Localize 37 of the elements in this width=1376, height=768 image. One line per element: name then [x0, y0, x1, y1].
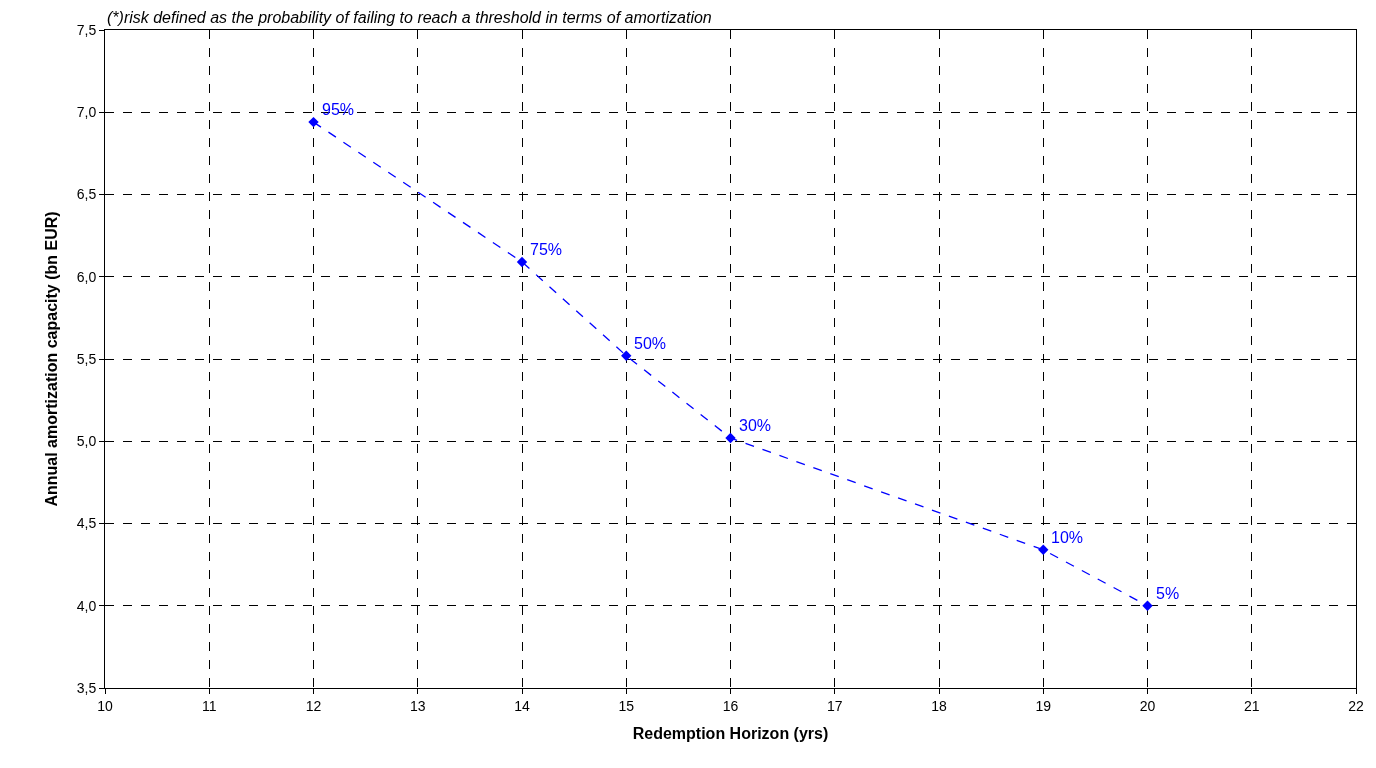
- annotation: 50%: [634, 335, 667, 352]
- y-axis-title: Annual amortization capacity (bn EUR): [42, 211, 60, 507]
- x-tick-label: 10: [97, 697, 113, 714]
- x-tick-label: 11: [201, 697, 217, 714]
- point: [725, 432, 736, 444]
- point: [1142, 600, 1153, 611]
- x-axis-title: Redemption Horizon (yrs): [632, 725, 829, 743]
- x-tick-label: 19: [1035, 697, 1052, 714]
- y-tick-label: 3,5: [76, 679, 97, 696]
- x-tick-label: 22: [1348, 697, 1364, 714]
- annotation: 75%: [530, 241, 563, 258]
- x-tick-label: 20: [1139, 697, 1156, 714]
- x-tick-label: 16: [722, 697, 739, 714]
- text: (*)risk defined as the probability of failing to reach a threshold in terms of amortization: [107, 9, 712, 26]
- y-tick-label: 7,0: [76, 104, 97, 121]
- x-tick-label: 12: [305, 697, 322, 714]
- y-tick-label: 5,0: [76, 433, 97, 450]
- y-tick-label: 7,5: [76, 21, 97, 38]
- y-tick-label: 6,0: [76, 268, 97, 285]
- point: [308, 116, 319, 128]
- annotation: 95%: [322, 101, 355, 118]
- y-tick-label: 6,5: [76, 186, 97, 203]
- point: [1038, 544, 1049, 556]
- x-tick-label: 18: [931, 697, 947, 714]
- point: [516, 256, 528, 268]
- annotation: 30%: [739, 417, 772, 434]
- x-tick-label: 14: [514, 697, 530, 714]
- y-tick-label: 4,0: [76, 597, 97, 614]
- y-tick-label: 4,5: [76, 515, 97, 532]
- x-tick-label: 15: [618, 697, 635, 714]
- annotation: 10%: [1051, 529, 1084, 546]
- x-tick-label: 21: [1243, 697, 1260, 714]
- y-tick-label: 5,5: [76, 350, 97, 367]
- x-tick-label: 13: [409, 697, 426, 714]
- point: [621, 350, 632, 361]
- x-tick-label: 17: [826, 697, 843, 714]
- annotation: 5%: [1156, 585, 1180, 602]
